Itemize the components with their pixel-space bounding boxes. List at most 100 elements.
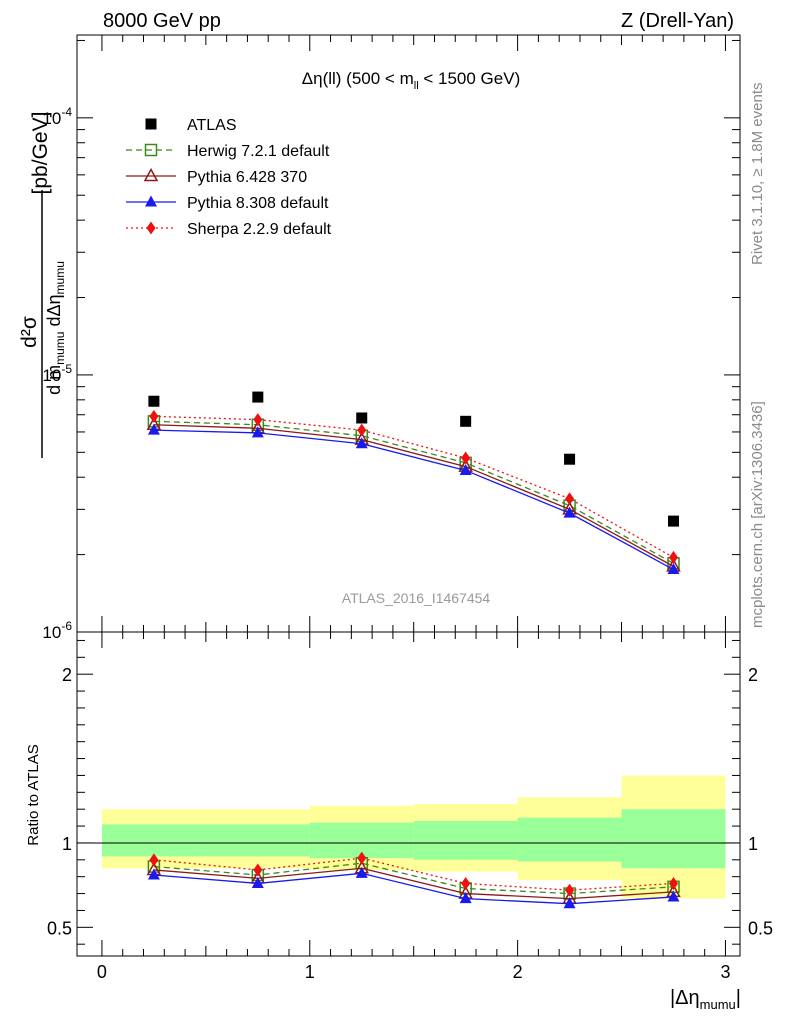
- xlabel-text: |Δηmumu|: [670, 987, 741, 1012]
- ratio-y-tick-label: 2: [62, 665, 72, 685]
- ratio-y-tick-label-right: 1: [748, 834, 758, 854]
- ratio-point: [459, 892, 472, 904]
- ratio-point: [149, 853, 159, 867]
- plot-title-part-a: Δη(ll) (500 < m: [302, 69, 414, 88]
- main-frame: [76, 34, 741, 633]
- ratio-series-3: [149, 851, 678, 897]
- x-tick-label: 3: [720, 962, 730, 982]
- y-tick-label: 10-4: [42, 105, 72, 128]
- series-3: [147, 423, 680, 575]
- series-2: [146, 416, 681, 572]
- rivet-label: Rivet 3.1.10, ≥ 1.8M events: [749, 83, 766, 266]
- header-right: Z (Drell-Yan): [621, 10, 734, 32]
- legend-label: Sherpa 2.2.9 default: [187, 221, 332, 238]
- ratio-point: [563, 897, 576, 909]
- legend-entry: Pythia 8.308 default: [126, 195, 329, 212]
- legend-entry: Herwig 7.2.1 default: [126, 143, 330, 160]
- plot-title-part-b: < 1500 GeV): [419, 69, 521, 88]
- legend-entry: Pythia 6.428 370: [126, 167, 307, 186]
- data-point: [667, 563, 680, 575]
- data-point: [459, 463, 472, 475]
- x-tick-label: 1: [305, 962, 315, 982]
- ratio-axes: 0.5 0.5 1 1 2 2 0 1 2 3: [47, 632, 773, 982]
- series-4: [149, 409, 678, 564]
- ratio-point: [253, 863, 263, 877]
- ratio-line: [153, 867, 674, 900]
- legend-entry: ATLAS: [145, 117, 237, 134]
- plot-title-text: Δη(ll) (500 < mll < 1500 GeV): [302, 69, 520, 92]
- x-tick-label: 0: [97, 962, 107, 982]
- data-point: [564, 453, 576, 465]
- data-point: [667, 515, 679, 527]
- legend-label: ATLAS: [187, 117, 237, 134]
- ratio-series-2: [147, 866, 680, 909]
- data-point: [357, 423, 367, 437]
- series-line: [153, 420, 674, 564]
- y-tick-label: 10-6: [42, 619, 72, 642]
- ratio-point: [147, 868, 160, 880]
- plot-title: Δη(ll) (500 < mll < 1500 GeV): [302, 69, 520, 92]
- analysis-id: ATLAS_2016_I1467454: [342, 590, 491, 606]
- ratio-line: [153, 872, 674, 905]
- data-point: [252, 391, 264, 403]
- x-tick-label: 2: [513, 962, 523, 982]
- ratio-frame: [76, 631, 741, 957]
- legend-marker: [144, 143, 158, 157]
- data-point: [460, 415, 472, 427]
- legend-entry: Sherpa 2.2.9 default: [126, 221, 332, 238]
- y-tick-label: 10-5: [42, 362, 72, 385]
- ratio-series-layer: [146, 851, 681, 909]
- data-point: [355, 437, 368, 449]
- mcplots-label: mcplots.cern.ch [arXiv:1306.3436]: [749, 401, 766, 628]
- ylabel-numerator: d²σ: [18, 316, 41, 348]
- ylabel-units: [pb/GeV]: [29, 112, 52, 195]
- ratio-y-tick-label-right: 0.5: [748, 918, 773, 938]
- data-point: [668, 550, 678, 564]
- ratio-line: [153, 862, 674, 895]
- data-point: [251, 426, 264, 438]
- legend: ATLAS Herwig 7.2.1 default Pythia 6.428 37…: [126, 117, 332, 238]
- legend-marker: [146, 221, 156, 235]
- band-stat: [101, 824, 206, 857]
- main-ylabel: d²σ d mmumu dΔηmumu [pb/GeV]: [18, 112, 67, 458]
- legend-marker: [145, 118, 157, 130]
- data-point: [149, 409, 159, 423]
- main-series-layer: [146, 391, 681, 575]
- band-stat: [205, 824, 310, 857]
- legend-marker: [143, 167, 159, 182]
- data-point: [356, 412, 368, 424]
- header-left: 8000 GeV pp: [103, 10, 221, 32]
- series-line: [153, 424, 674, 567]
- data-point: [461, 451, 471, 465]
- series-1: [147, 415, 680, 570]
- ratio-y-tick-label: 0.5: [47, 918, 72, 938]
- data-point: [148, 395, 160, 407]
- data-point: [563, 506, 576, 518]
- ratio-point: [667, 890, 680, 902]
- legend-label: Pythia 8.308 default: [187, 195, 329, 212]
- data-point: [565, 492, 575, 506]
- band-stat: [413, 821, 518, 860]
- ratio-y-tick-label: 1: [62, 834, 72, 854]
- main-axes: 10-6 10-5 10-4: [42, 35, 740, 642]
- data-point: [147, 423, 160, 435]
- series-line: [153, 429, 674, 571]
- ylabel-denominator: d mmumu dΔηmumu: [44, 261, 67, 395]
- band-stat: [517, 817, 622, 862]
- legend-marker: [145, 195, 157, 207]
- ratio-point: [357, 851, 367, 865]
- ratio-y-tick-label-right: 2: [748, 665, 758, 685]
- ratio-bands: [101, 775, 726, 899]
- ratio-point: [565, 883, 575, 897]
- plot-title-sub: ll: [414, 80, 419, 92]
- ratio-point: [461, 876, 471, 890]
- ratio-point: [355, 866, 368, 878]
- legend-label: Pythia 6.428 370: [187, 169, 307, 186]
- series-0: [148, 391, 679, 527]
- legend-label: Herwig 7.2.1 default: [187, 143, 330, 160]
- ratio-point: [668, 876, 678, 890]
- xlabel: |Δηmumu|: [670, 987, 741, 1012]
- band-stat: [621, 809, 726, 869]
- ratio-ylabel: Ratio to ATLAS: [25, 744, 42, 845]
